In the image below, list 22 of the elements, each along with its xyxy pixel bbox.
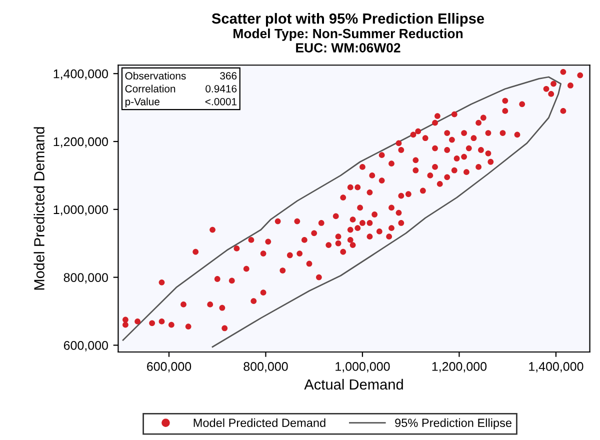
- annotation: <.0001: [205, 98, 237, 106]
- annotation: Observations: [125, 72, 186, 80]
- x-axis-title: Actual Demand: [304, 378, 403, 390]
- x-tick-label: 1,200,000: [432, 362, 487, 372]
- y-tick-label: 800,000: [64, 273, 108, 284]
- x-tick-label: 1,400,000: [529, 362, 584, 372]
- x-tick-label: 800,000: [244, 362, 288, 372]
- y-tick-label: 1,400,000: [54, 69, 108, 80]
- chart-title: Scatter plot with 95% Prediction Ellipse: [212, 13, 484, 27]
- y-tick-label: 1,200,000: [54, 137, 108, 148]
- x-tick-label: 600,000: [147, 362, 192, 372]
- annotation: 0.9416: [206, 85, 237, 92]
- annotation: 366: [220, 72, 237, 80]
- legend-label: Model Predicted Demand: [194, 418, 326, 428]
- y-tick-label: 600,000: [64, 341, 108, 352]
- y-tick-label: 1,000,000: [54, 205, 108, 216]
- y-axis-title: Model Predicted Demand: [34, 127, 44, 290]
- chart-subtitle: Model Type: Non-Summer Reduction EUC: WM:06W02: [234, 28, 463, 52]
- x-tick-label: 1,000,000: [336, 362, 390, 372]
- legend-label: 95% Prediction Ellipse: [395, 418, 512, 430]
- annotation: Correlation: [125, 84, 176, 92]
- annotation: p-Value: [125, 98, 160, 108]
